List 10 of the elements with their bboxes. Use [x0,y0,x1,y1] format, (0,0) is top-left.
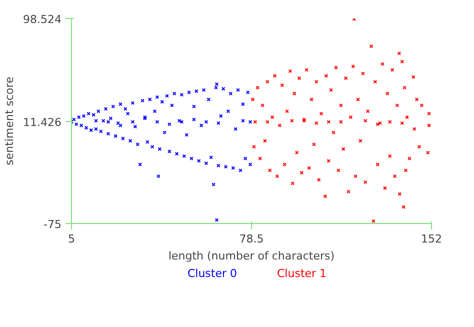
x-tick-label: 78.5 [239,232,264,246]
text: Cluster 0 [187,267,237,280]
y-axis-title: sentiment score [3,76,16,166]
text: Cluster 1 [277,267,327,280]
y-tick-label: -75 [44,218,62,231]
x-tick-label: 152 [421,232,442,246]
x-tick-label: 5 [68,232,75,246]
y-tick-label: 11.426 [23,116,62,129]
x-axis-title: length (number of characters) [168,250,335,262]
y-tick-label: 98.524 [23,13,62,26]
